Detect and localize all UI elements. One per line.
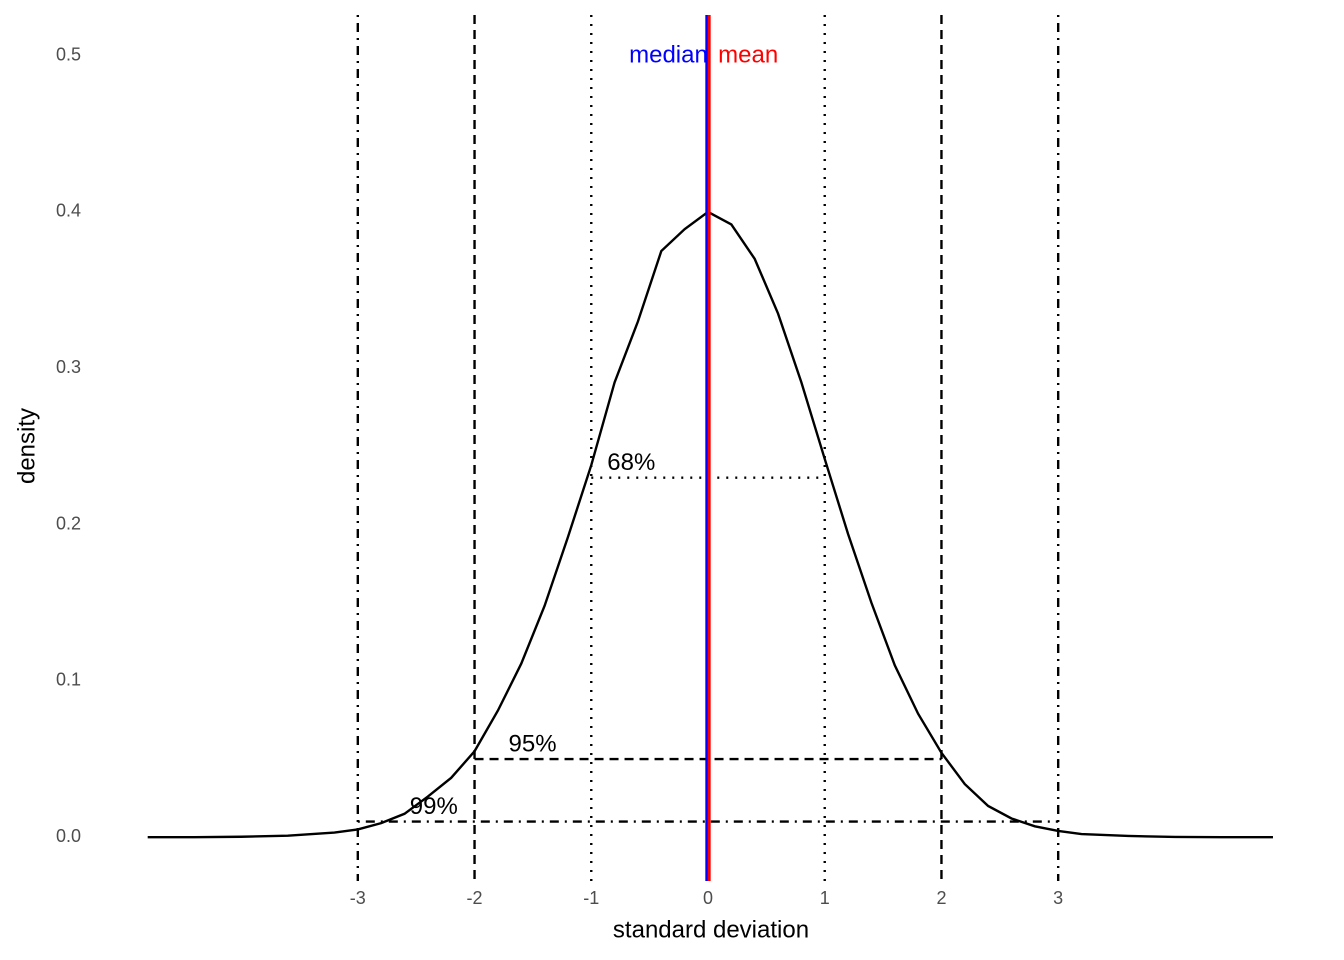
- x-axis-title: standard deviation: [613, 916, 809, 943]
- x-tick-label: -3: [350, 888, 366, 908]
- y-axis-title: density: [13, 408, 40, 484]
- x-tick-label: 3: [1053, 888, 1063, 908]
- x-tick-label: 0: [703, 888, 713, 908]
- range-label: 99%: [410, 793, 458, 820]
- y-tick-label: 0.1: [56, 670, 81, 690]
- x-tick-label: 1: [820, 888, 830, 908]
- y-tick-label: 0.2: [56, 513, 81, 533]
- x-tick-label: 2: [936, 888, 946, 908]
- range-label: 95%: [509, 730, 557, 757]
- range-label: 68%: [607, 449, 655, 476]
- y-tick-label: 0.5: [56, 44, 81, 64]
- y-tick-label: 0.3: [56, 357, 81, 377]
- center-label: median: [629, 41, 708, 68]
- x-tick-label: -2: [467, 888, 483, 908]
- y-tick-label: 0.0: [56, 826, 81, 846]
- center-label: mean: [718, 41, 778, 68]
- x-tick-label: -1: [583, 888, 599, 908]
- y-tick-label: 0.4: [56, 201, 81, 221]
